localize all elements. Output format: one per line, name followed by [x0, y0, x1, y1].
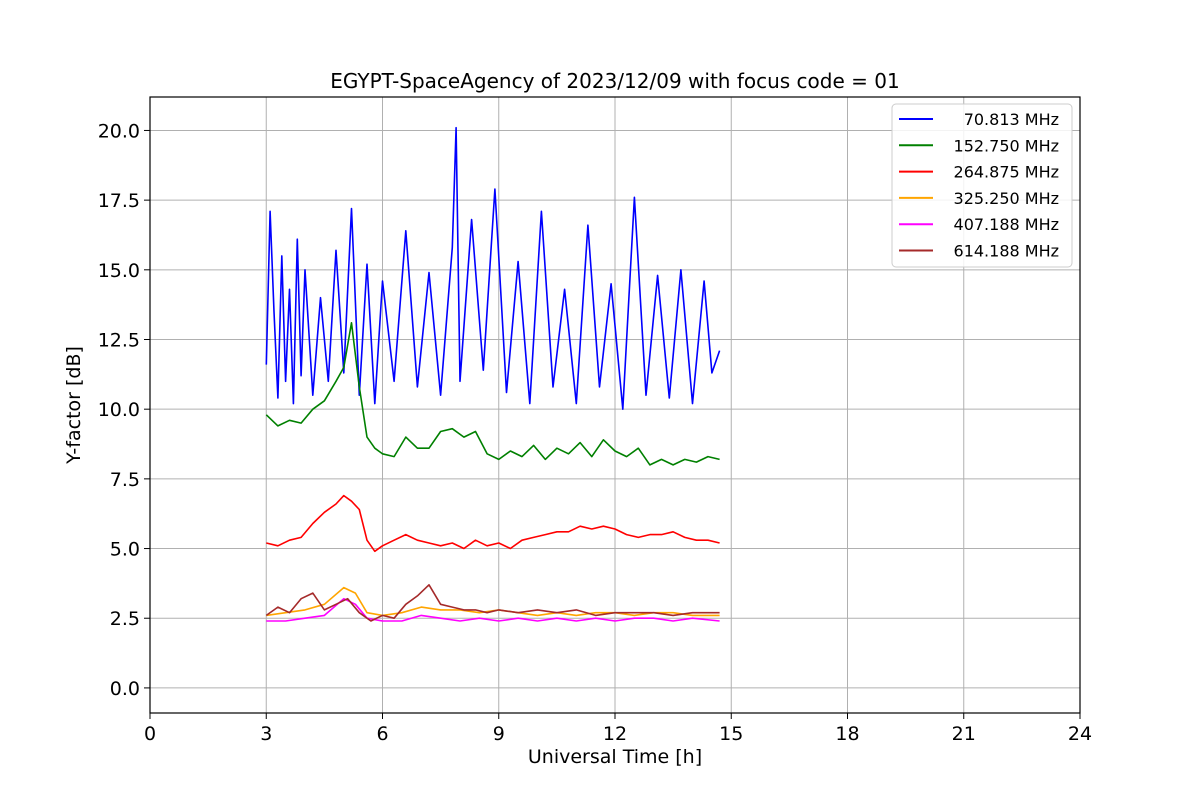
y-tick-label: 7.5	[110, 469, 140, 491]
series-line-4	[266, 586, 720, 617]
y-tick-label: 20.0	[98, 120, 140, 142]
chart-title: EGYPT-SpaceAgency of 2023/12/09 with foc…	[330, 69, 899, 93]
x-axis-ticks: 0 3 6 9 12 15 18 21 24	[144, 713, 1092, 745]
y-tick-label: 15.0	[98, 260, 140, 282]
y-tick-label: 12.5	[98, 329, 140, 351]
series-line-1	[265, 126, 721, 411]
legend-box	[891, 103, 1073, 268]
x-tick-label: 9	[493, 723, 505, 745]
y-tick-label: 0.0	[110, 678, 140, 700]
plot-series	[265, 126, 721, 622]
legend-label-1: 70.813 MHz	[964, 110, 1059, 129]
x-tick-label: 12	[603, 723, 627, 745]
y-tick-label: 17.5	[98, 190, 140, 212]
x-tick-label: 15	[719, 723, 743, 745]
series-line-2	[265, 321, 720, 466]
x-tick-label: 24	[1068, 723, 1092, 745]
y-axis-ticks: 0.0 2.5 5.0 7.5 10.0 12.5 15.0 17.5 20.0	[98, 120, 150, 700]
legend: 70.813 MHz 152.750 MHz 264.875 MHz 325.250 …	[891, 103, 1073, 268]
y-axis-label: Y-factor [dB]	[63, 346, 85, 465]
legend-label-5: 407.188 MHz	[954, 215, 1059, 234]
x-tick-label: 3	[260, 723, 272, 745]
series-line-5	[266, 597, 720, 622]
x-tick-label: 21	[952, 723, 976, 745]
y-tick-label: 2.5	[110, 608, 140, 630]
y-tick-label: 5.0	[110, 539, 140, 561]
y-tick-label: 10.0	[98, 399, 140, 421]
legend-label-2: 152.750 MHz	[954, 136, 1059, 155]
x-axis-label: Universal Time [h]	[528, 746, 702, 768]
series-line-6	[265, 583, 720, 622]
series-line-3	[266, 494, 720, 553]
legend-label-4: 325.250 MHz	[954, 189, 1059, 208]
legend-label-3: 264.875 MHz	[954, 163, 1059, 182]
x-tick-label: 0	[144, 723, 156, 745]
legend-label-6: 614.188 MHz	[954, 242, 1059, 261]
x-tick-label: 6	[376, 723, 388, 745]
x-tick-label: 18	[835, 723, 859, 745]
